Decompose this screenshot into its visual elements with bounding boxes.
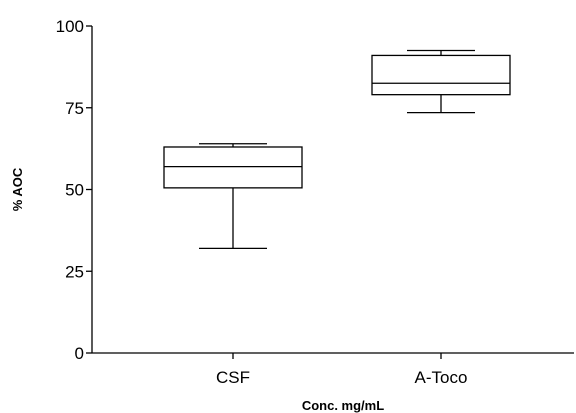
y-ticks: 0 25 50 75 100 [56,17,92,363]
y-tick-label: 100 [56,17,84,36]
x-tick-label: A-Toco [415,368,468,387]
y-tick-label: 25 [65,262,84,281]
x-axis-title: Conc. mg/mL [302,398,384,413]
iqr-box [371,54,511,96]
y-tick-label: 75 [65,99,84,118]
iqr-box [163,146,303,189]
x-tick-label: CSF [216,368,250,387]
y-tick-label: 50 [65,181,84,200]
box-csf [163,143,303,250]
axes [91,26,574,354]
x-ticks: CSF A-Toco [216,353,467,387]
y-tick-label: 0 [75,344,84,363]
box-a-toco [371,49,511,114]
boxes [163,49,511,250]
y-axis-title: % AOC [10,167,25,211]
